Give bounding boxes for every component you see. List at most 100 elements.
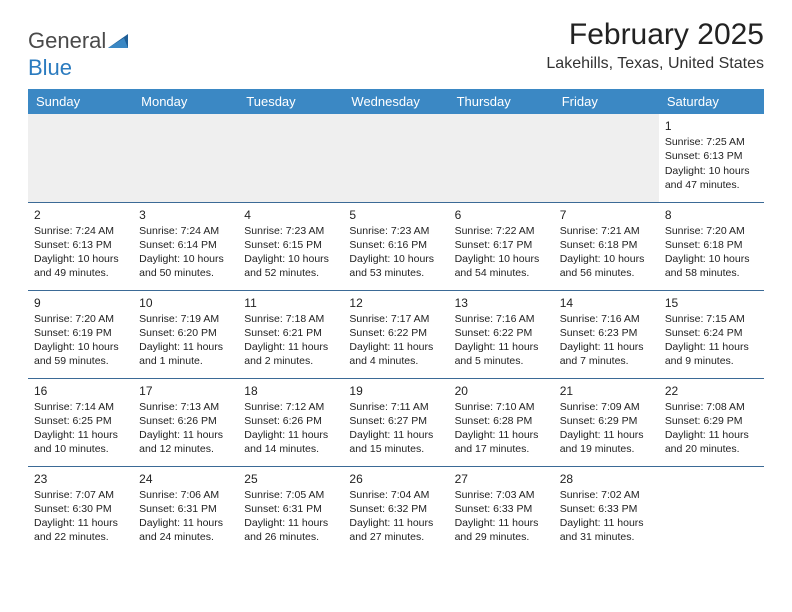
calendar-cell: 24Sunrise: 7:06 AMSunset: 6:31 PMDayligh…: [133, 466, 238, 554]
sunset-text: Sunset: 6:13 PM: [34, 238, 127, 252]
sunset-text: Sunset: 6:19 PM: [34, 326, 127, 340]
sunrise-text: Sunrise: 7:03 AM: [455, 488, 548, 502]
weekday-header: Thursday: [449, 89, 554, 114]
daylight-text: Daylight: 11 hours and 15 minutes.: [349, 428, 442, 456]
calendar-cell: 4Sunrise: 7:23 AMSunset: 6:15 PMDaylight…: [238, 202, 343, 290]
sunset-text: Sunset: 6:29 PM: [560, 414, 653, 428]
sunrise-text: Sunrise: 7:06 AM: [139, 488, 232, 502]
calendar-row: 23Sunrise: 7:07 AMSunset: 6:30 PMDayligh…: [28, 466, 764, 554]
calendar-cell: 14Sunrise: 7:16 AMSunset: 6:23 PMDayligh…: [554, 290, 659, 378]
sunset-text: Sunset: 6:32 PM: [349, 502, 442, 516]
calendar-cell: 7Sunrise: 7:21 AMSunset: 6:18 PMDaylight…: [554, 202, 659, 290]
sunset-text: Sunset: 6:15 PM: [244, 238, 337, 252]
day-number: 20: [455, 383, 548, 399]
calendar-cell: 1Sunrise: 7:25 AMSunset: 6:13 PMDaylight…: [659, 114, 764, 202]
logo-triangle-icon: [108, 28, 132, 54]
sunrise-text: Sunrise: 7:22 AM: [455, 224, 548, 238]
sunset-text: Sunset: 6:26 PM: [139, 414, 232, 428]
daylight-text: Daylight: 11 hours and 19 minutes.: [560, 428, 653, 456]
daylight-text: Daylight: 11 hours and 24 minutes.: [139, 516, 232, 544]
daylight-text: Daylight: 11 hours and 17 minutes.: [455, 428, 548, 456]
daylight-text: Daylight: 11 hours and 12 minutes.: [139, 428, 232, 456]
day-number: 19: [349, 383, 442, 399]
daylight-text: Daylight: 11 hours and 2 minutes.: [244, 340, 337, 368]
calendar-row: 9Sunrise: 7:20 AMSunset: 6:19 PMDaylight…: [28, 290, 764, 378]
day-number: 1: [665, 118, 758, 134]
weekday-header: Tuesday: [238, 89, 343, 114]
calendar-cell: 8Sunrise: 7:20 AMSunset: 6:18 PMDaylight…: [659, 202, 764, 290]
sunset-text: Sunset: 6:22 PM: [455, 326, 548, 340]
calendar-cell: [133, 114, 238, 202]
daylight-text: Daylight: 10 hours and 52 minutes.: [244, 252, 337, 280]
daylight-text: Daylight: 11 hours and 1 minute.: [139, 340, 232, 368]
calendar-cell: [554, 114, 659, 202]
calendar-cell: 13Sunrise: 7:16 AMSunset: 6:22 PMDayligh…: [449, 290, 554, 378]
daylight-text: Daylight: 10 hours and 49 minutes.: [34, 252, 127, 280]
daylight-text: Daylight: 11 hours and 20 minutes.: [665, 428, 758, 456]
sunset-text: Sunset: 6:24 PM: [665, 326, 758, 340]
sunrise-text: Sunrise: 7:14 AM: [34, 400, 127, 414]
sunset-text: Sunset: 6:21 PM: [244, 326, 337, 340]
sunset-text: Sunset: 6:13 PM: [665, 149, 758, 163]
calendar-cell: [449, 114, 554, 202]
day-number: 21: [560, 383, 653, 399]
daylight-text: Daylight: 10 hours and 50 minutes.: [139, 252, 232, 280]
daylight-text: Daylight: 10 hours and 47 minutes.: [665, 164, 758, 192]
weekday-header: Friday: [554, 89, 659, 114]
weekday-header: Saturday: [659, 89, 764, 114]
sunrise-text: Sunrise: 7:20 AM: [665, 224, 758, 238]
day-number: 27: [455, 471, 548, 487]
calendar-row: 2Sunrise: 7:24 AMSunset: 6:13 PMDaylight…: [28, 202, 764, 290]
sunset-text: Sunset: 6:31 PM: [244, 502, 337, 516]
title-block: February 2025 Lakehills, Texas, United S…: [546, 18, 764, 73]
sunset-text: Sunset: 6:25 PM: [34, 414, 127, 428]
daylight-text: Daylight: 11 hours and 22 minutes.: [34, 516, 127, 544]
calendar-cell: 9Sunrise: 7:20 AMSunset: 6:19 PMDaylight…: [28, 290, 133, 378]
calendar-cell: 22Sunrise: 7:08 AMSunset: 6:29 PMDayligh…: [659, 378, 764, 466]
sunrise-text: Sunrise: 7:08 AM: [665, 400, 758, 414]
sunrise-text: Sunrise: 7:16 AM: [560, 312, 653, 326]
day-number: 23: [34, 471, 127, 487]
day-number: 15: [665, 295, 758, 311]
day-number: 2: [34, 207, 127, 223]
sunset-text: Sunset: 6:23 PM: [560, 326, 653, 340]
day-number: 9: [34, 295, 127, 311]
calendar-cell: [659, 466, 764, 554]
day-number: 17: [139, 383, 232, 399]
calendar-cell: 26Sunrise: 7:04 AMSunset: 6:32 PMDayligh…: [343, 466, 448, 554]
day-number: 3: [139, 207, 232, 223]
calendar-cell: 12Sunrise: 7:17 AMSunset: 6:22 PMDayligh…: [343, 290, 448, 378]
logo: General: [28, 28, 132, 54]
calendar-cell: 6Sunrise: 7:22 AMSunset: 6:17 PMDaylight…: [449, 202, 554, 290]
sunrise-text: Sunrise: 7:11 AM: [349, 400, 442, 414]
calendar-cell: 23Sunrise: 7:07 AMSunset: 6:30 PMDayligh…: [28, 466, 133, 554]
sunset-text: Sunset: 6:33 PM: [455, 502, 548, 516]
day-number: 28: [560, 471, 653, 487]
calendar-cell: 19Sunrise: 7:11 AMSunset: 6:27 PMDayligh…: [343, 378, 448, 466]
daylight-text: Daylight: 10 hours and 56 minutes.: [560, 252, 653, 280]
calendar-cell: 5Sunrise: 7:23 AMSunset: 6:16 PMDaylight…: [343, 202, 448, 290]
sunrise-text: Sunrise: 7:23 AM: [349, 224, 442, 238]
day-number: 7: [560, 207, 653, 223]
calendar-cell: [238, 114, 343, 202]
sunrise-text: Sunrise: 7:21 AM: [560, 224, 653, 238]
day-number: 11: [244, 295, 337, 311]
day-number: 12: [349, 295, 442, 311]
sunrise-text: Sunrise: 7:12 AM: [244, 400, 337, 414]
daylight-text: Daylight: 11 hours and 4 minutes.: [349, 340, 442, 368]
daylight-text: Daylight: 11 hours and 5 minutes.: [455, 340, 548, 368]
sunset-text: Sunset: 6:14 PM: [139, 238, 232, 252]
sunrise-text: Sunrise: 7:18 AM: [244, 312, 337, 326]
sunrise-text: Sunrise: 7:16 AM: [455, 312, 548, 326]
calendar-cell: 21Sunrise: 7:09 AMSunset: 6:29 PMDayligh…: [554, 378, 659, 466]
location: Lakehills, Texas, United States: [546, 55, 764, 73]
daylight-text: Daylight: 10 hours and 53 minutes.: [349, 252, 442, 280]
calendar-cell: 11Sunrise: 7:18 AMSunset: 6:21 PMDayligh…: [238, 290, 343, 378]
day-number: 22: [665, 383, 758, 399]
weekday-header: Wednesday: [343, 89, 448, 114]
sunset-text: Sunset: 6:31 PM: [139, 502, 232, 516]
day-number: 8: [665, 207, 758, 223]
calendar-cell: 15Sunrise: 7:15 AMSunset: 6:24 PMDayligh…: [659, 290, 764, 378]
calendar-cell: 18Sunrise: 7:12 AMSunset: 6:26 PMDayligh…: [238, 378, 343, 466]
calendar-cell: [28, 114, 133, 202]
